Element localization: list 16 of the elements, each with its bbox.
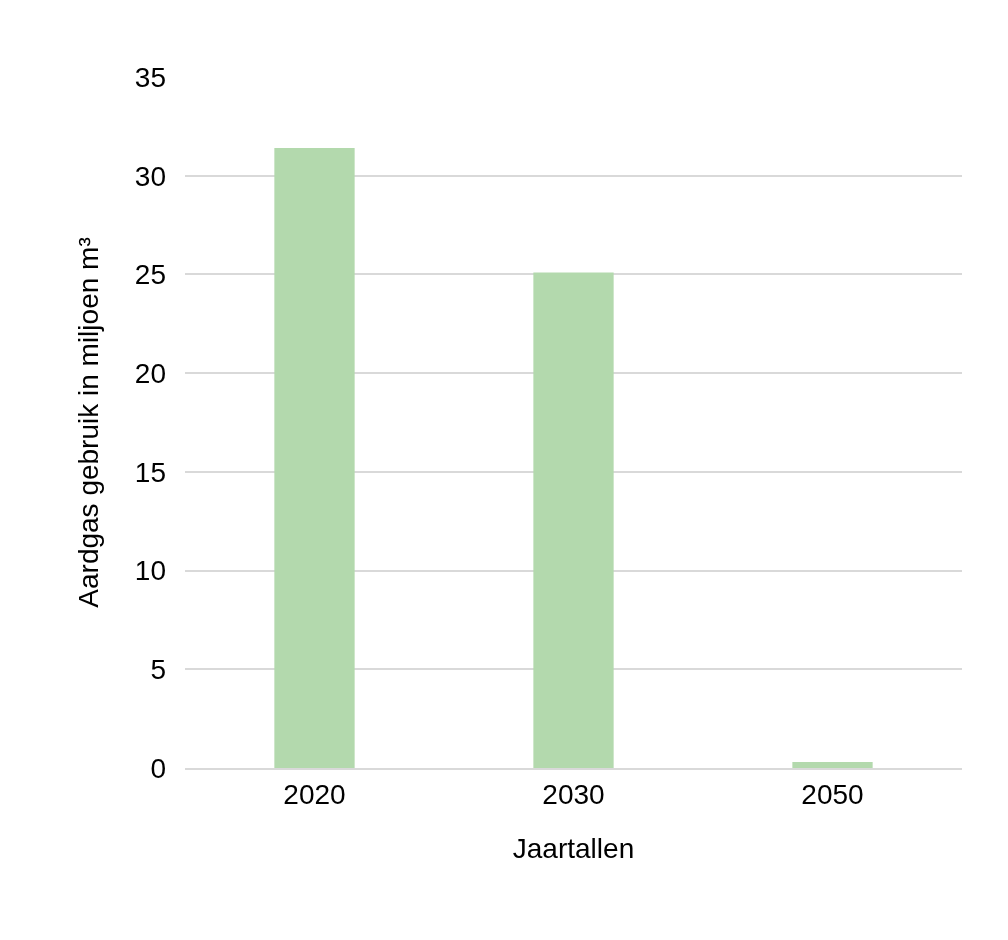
y-tick-label: 15 [134, 456, 166, 488]
bar [792, 762, 873, 768]
y-tick-label: 30 [134, 160, 166, 192]
y-axis-title: Aardgas gebruik in miljoen m³ [72, 237, 104, 608]
y-tick-label: 25 [134, 259, 166, 291]
bar [533, 272, 614, 768]
x-tick-label: 2020 [283, 778, 346, 810]
x-axis-title: Jaartallen [512, 833, 635, 865]
y-tick-label: 0 [150, 752, 166, 784]
x-tick-label: 2050 [801, 778, 864, 810]
y-tick-label: 35 [134, 61, 166, 93]
bar [274, 148, 355, 768]
y-tick-label: 5 [150, 654, 166, 686]
x-tick-label: 2030 [542, 778, 605, 810]
y-tick-label: 20 [134, 357, 166, 389]
y-tick-label: 10 [134, 555, 166, 587]
